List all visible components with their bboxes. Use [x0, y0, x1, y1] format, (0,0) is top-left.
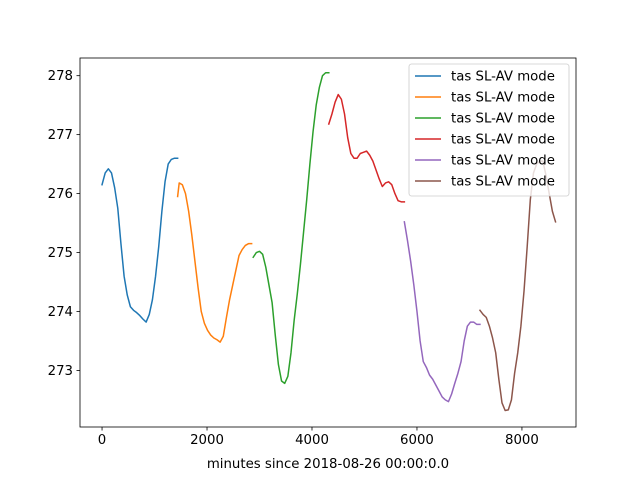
- legend: tas SL-AV mode tas SL-AV mode tas SL-AV mo…: [408, 63, 570, 197]
- y-tick-label: 275: [48, 246, 73, 261]
- series-line-5: [403, 221, 481, 403]
- y-tick-label: 277: [48, 128, 73, 143]
- legend-label-6: tas SL-AV mode: [451, 175, 555, 190]
- series-line-3: [252, 71, 330, 385]
- y-tick-label: 274: [48, 305, 73, 320]
- x-tick-label: 8000: [505, 433, 539, 448]
- legend-box: [408, 63, 570, 197]
- x-tick-label: 2000: [190, 433, 224, 448]
- series-line-1: [101, 157, 179, 323]
- legend-label-5: tas SL-AV mode: [451, 154, 555, 169]
- legend-label-2: tas SL-AV mode: [451, 91, 555, 106]
- y-tick-label: 273: [48, 364, 73, 379]
- y-axis: 273 274 275 276 277 278: [48, 69, 80, 379]
- x-axis-label: minutes since 2018-08-26 00:00:0.0: [207, 457, 449, 472]
- y-tick-label: 276: [48, 187, 73, 202]
- series-line-2: [176, 182, 253, 343]
- series-line-4: [327, 93, 406, 203]
- x-tick-label: 4000: [295, 433, 329, 448]
- legend-label-4: tas SL-AV mode: [451, 133, 555, 148]
- x-axis: 0 2000 4000 6000 8000: [98, 427, 539, 448]
- legend-label-1: tas SL-AV mode: [451, 70, 555, 85]
- x-tick-label: 6000: [400, 433, 434, 448]
- x-tick-label: 0: [98, 433, 106, 448]
- axes-frame: [79, 57, 577, 428]
- legend-label-3: tas SL-AV mode: [451, 112, 555, 127]
- y-tick-label: 278: [48, 69, 73, 84]
